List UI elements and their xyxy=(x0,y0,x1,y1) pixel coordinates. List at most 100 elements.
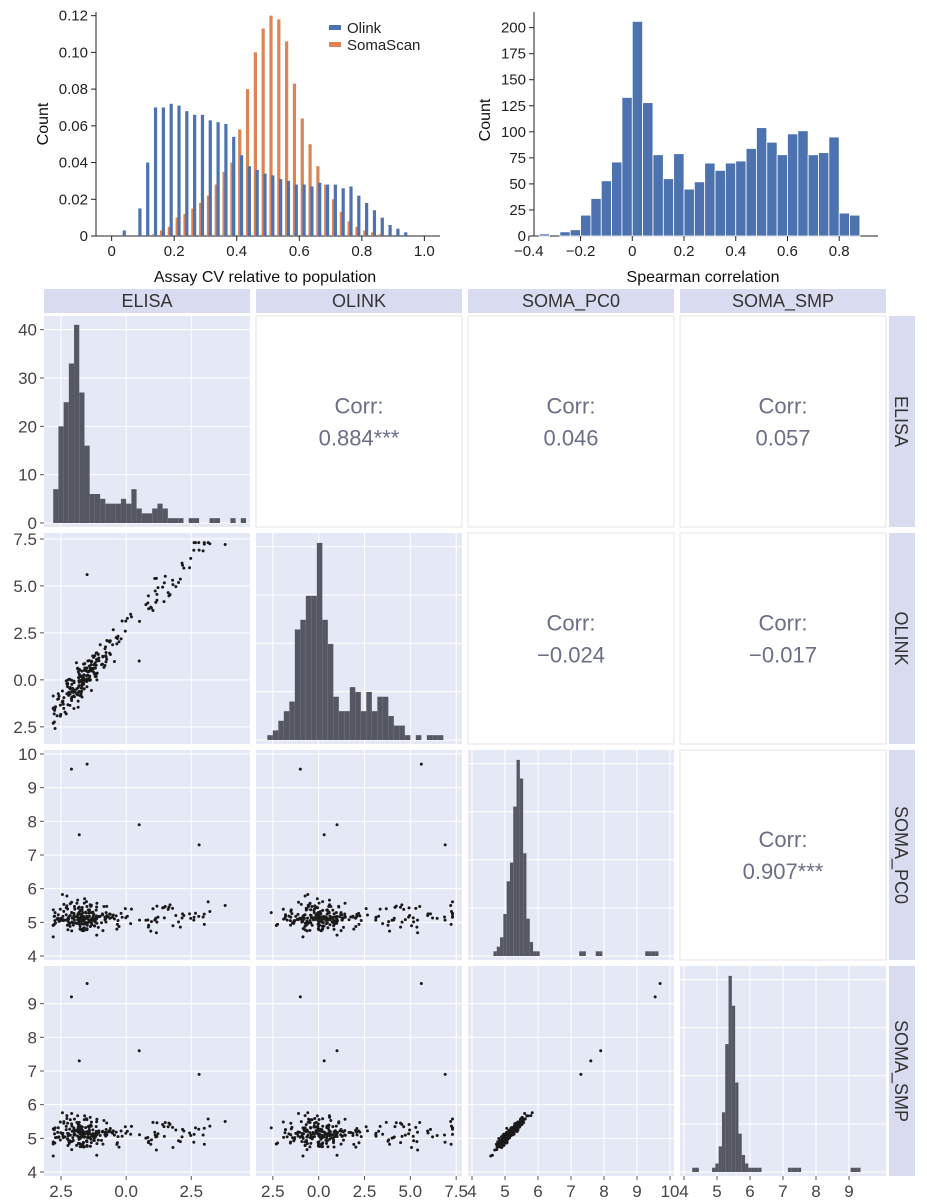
scatter-point xyxy=(403,918,407,922)
column-tick-label: 8 xyxy=(811,1182,820,1200)
scatter-point xyxy=(202,922,206,926)
scatter-point xyxy=(309,921,313,925)
column-strip-label: SOMA_PC0 xyxy=(522,291,620,312)
diagonal-histogram-bar xyxy=(84,445,90,523)
scatter-point xyxy=(451,1132,454,1136)
scatter-point xyxy=(327,911,331,915)
spearman-bar xyxy=(652,154,664,237)
x-tick-label: 0.2 xyxy=(674,243,695,260)
spearman-bar xyxy=(714,169,726,237)
scatter-point xyxy=(70,929,74,933)
scatter-point xyxy=(75,1120,79,1124)
y-tick-label: 200 xyxy=(501,20,526,37)
scatter-point xyxy=(579,1072,583,1076)
scatter-point xyxy=(52,922,56,926)
spearman-bar xyxy=(662,178,675,237)
scatter-point xyxy=(343,901,347,905)
y-tick-label: 100 xyxy=(501,124,526,141)
scatter-point xyxy=(520,1120,523,1123)
scatter-point xyxy=(102,904,106,908)
scatter-point xyxy=(403,1133,407,1137)
scatter-point xyxy=(79,908,83,912)
column-tick-label: 2.5 xyxy=(49,1182,73,1200)
somascan-bar xyxy=(167,226,171,236)
scatter-point xyxy=(76,693,80,697)
scatter-point xyxy=(283,1128,287,1132)
scatter-point xyxy=(269,1126,273,1130)
scatter-point xyxy=(85,1130,89,1134)
diagonal-histogram-bar xyxy=(360,711,367,740)
scatter-point xyxy=(89,1120,93,1124)
scatter-point xyxy=(124,1131,128,1135)
spearman-bar xyxy=(735,160,747,237)
somascan-bar xyxy=(300,118,304,236)
scatter-point xyxy=(162,1125,166,1129)
scatter-point xyxy=(89,667,93,671)
scatter-point xyxy=(154,576,158,580)
scatter-point xyxy=(442,1133,446,1137)
spearman-bar xyxy=(569,229,581,237)
diagonal-histogram-bar xyxy=(437,735,444,740)
scatter-point xyxy=(75,901,79,905)
panel-background xyxy=(44,533,250,744)
scatter-point xyxy=(399,925,403,929)
column-tick-label: 9 xyxy=(844,1182,853,1200)
scatter-point xyxy=(111,1131,115,1135)
spearman-bar xyxy=(704,162,716,237)
diagonal-histogram-bar xyxy=(131,489,137,523)
scatter-point xyxy=(355,912,359,916)
scatter-point xyxy=(84,921,88,925)
scatter-point xyxy=(443,1072,447,1076)
olink-bar xyxy=(232,136,236,236)
scatter-point xyxy=(154,931,158,935)
somascan-bar xyxy=(355,226,359,236)
scatter-point xyxy=(87,664,91,668)
scatter-point xyxy=(91,667,95,671)
column-tick-label: 5.0 xyxy=(399,1182,423,1200)
scatter-point xyxy=(70,1148,74,1152)
olink-bar xyxy=(216,122,220,236)
scatter-point xyxy=(327,904,331,908)
olink-bar xyxy=(255,169,259,236)
diagonal-histogram-bar xyxy=(355,691,361,740)
somascan-bar xyxy=(175,217,179,236)
scatter-point xyxy=(116,1135,120,1139)
spearman-bar xyxy=(766,141,778,237)
scatter-point xyxy=(67,690,71,694)
somascan-bar xyxy=(159,230,164,236)
scatter-point xyxy=(411,916,415,920)
scatter-point xyxy=(95,671,99,675)
scatter-point xyxy=(95,1142,99,1146)
scatter-point xyxy=(81,675,85,679)
scatter-point xyxy=(202,542,206,546)
scatter-point xyxy=(359,918,363,922)
scatter-point xyxy=(321,908,325,912)
scatter-point xyxy=(163,574,167,578)
scatter-point xyxy=(411,1134,415,1138)
scatter-point xyxy=(88,908,92,912)
diagonal-histogram-bar xyxy=(120,498,127,523)
diagonal-histogram-bar xyxy=(209,518,215,523)
correlation-label: Corr: xyxy=(759,611,808,636)
scatter-point xyxy=(325,908,329,912)
scatter-point xyxy=(83,1114,87,1118)
somascan-bar xyxy=(308,144,312,236)
scatter-point xyxy=(76,666,80,670)
scatter-point xyxy=(418,905,422,909)
diagonal-histogram-bar xyxy=(728,975,732,1172)
scatter-point xyxy=(92,1136,96,1140)
scatter-point xyxy=(285,1135,289,1139)
olink-bar xyxy=(357,195,361,236)
row-strip xyxy=(889,533,915,744)
scatter-point xyxy=(192,1140,196,1144)
column-strip xyxy=(256,289,462,313)
somascan-bar xyxy=(214,184,218,236)
scatter-point xyxy=(431,916,435,920)
scatter-point xyxy=(174,585,178,589)
scatter-point xyxy=(449,904,453,907)
scatter-point xyxy=(83,679,87,683)
diagonal-histogram-bar xyxy=(141,513,147,523)
scatter-point xyxy=(192,915,196,919)
scatter-point xyxy=(81,1142,85,1146)
x-tick-label: −0.4 xyxy=(514,243,544,260)
